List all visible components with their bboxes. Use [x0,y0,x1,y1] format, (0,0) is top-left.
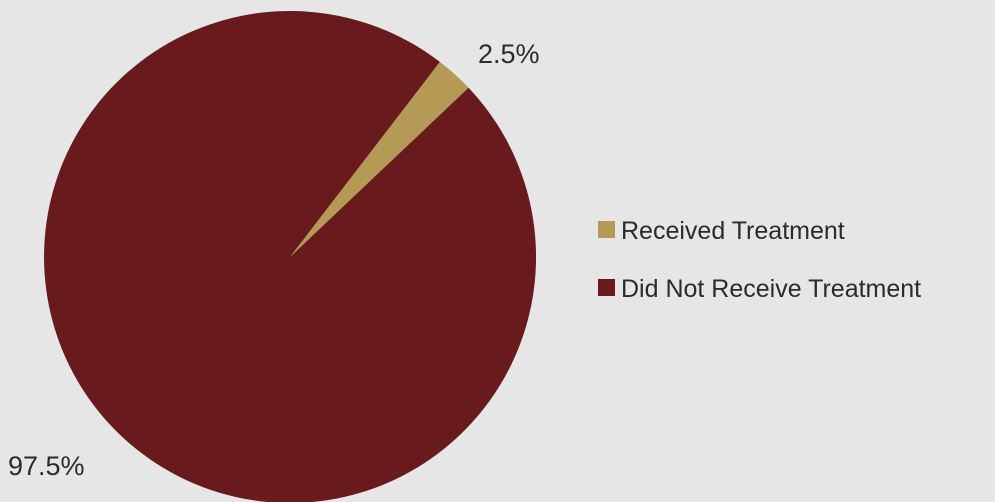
data-label-received-treatment: 2.5% [478,39,540,69]
data-labels: 2.5% 97.5% [8,39,540,481]
legend-label-received-treatment: Received Treatment [621,217,845,245]
legend-swatch-did-not-receive-treatment [598,279,615,296]
pie-slice-did-not-receive-treatment [44,11,536,502]
pie-slices [44,11,536,502]
legend-label-did-not-receive-treatment: Did Not Receive Treatment [621,275,921,303]
legend-swatch-received-treatment [598,221,615,238]
data-label-did-not-receive-treatment: 97.5% [8,451,85,481]
legend: Received Treatment Did Not Receive Treatm… [598,217,921,303]
pie-slice-received-treatment [290,61,469,257]
